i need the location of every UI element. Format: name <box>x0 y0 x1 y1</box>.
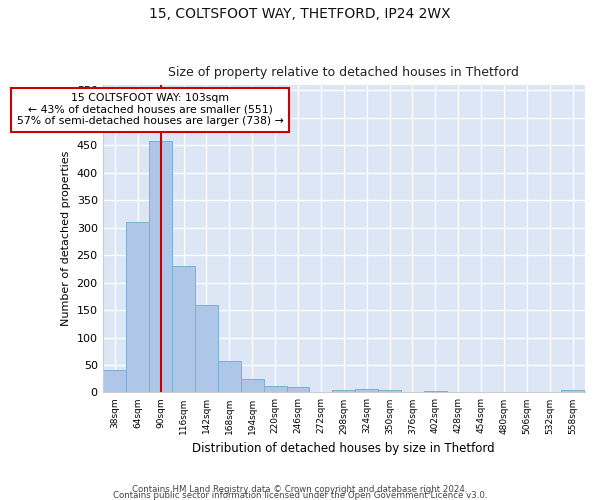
Bar <box>332 390 355 392</box>
Bar <box>355 388 378 392</box>
Text: Contains public sector information licensed under the Open Government Licence v3: Contains public sector information licen… <box>113 490 487 500</box>
Title: Size of property relative to detached houses in Thetford: Size of property relative to detached ho… <box>169 66 519 80</box>
Bar <box>195 304 218 392</box>
Bar <box>103 370 127 392</box>
Bar <box>241 378 263 392</box>
Text: Contains HM Land Registry data © Crown copyright and database right 2024.: Contains HM Land Registry data © Crown c… <box>132 484 468 494</box>
Text: 15 COLTSFOOT WAY: 103sqm
← 43% of detached houses are smaller (551)
57% of semi-: 15 COLTSFOOT WAY: 103sqm ← 43% of detach… <box>17 93 283 126</box>
X-axis label: Distribution of detached houses by size in Thetford: Distribution of detached houses by size … <box>193 442 495 455</box>
Bar <box>149 142 172 392</box>
Text: 15, COLTSFOOT WAY, THETFORD, IP24 2WX: 15, COLTSFOOT WAY, THETFORD, IP24 2WX <box>149 8 451 22</box>
Bar <box>127 222 149 392</box>
Bar <box>378 390 401 392</box>
Bar <box>263 386 287 392</box>
Y-axis label: Number of detached properties: Number of detached properties <box>61 151 71 326</box>
Bar <box>561 390 584 392</box>
Bar <box>287 388 310 392</box>
Bar <box>424 391 447 392</box>
Bar <box>218 361 241 392</box>
Bar <box>172 266 195 392</box>
